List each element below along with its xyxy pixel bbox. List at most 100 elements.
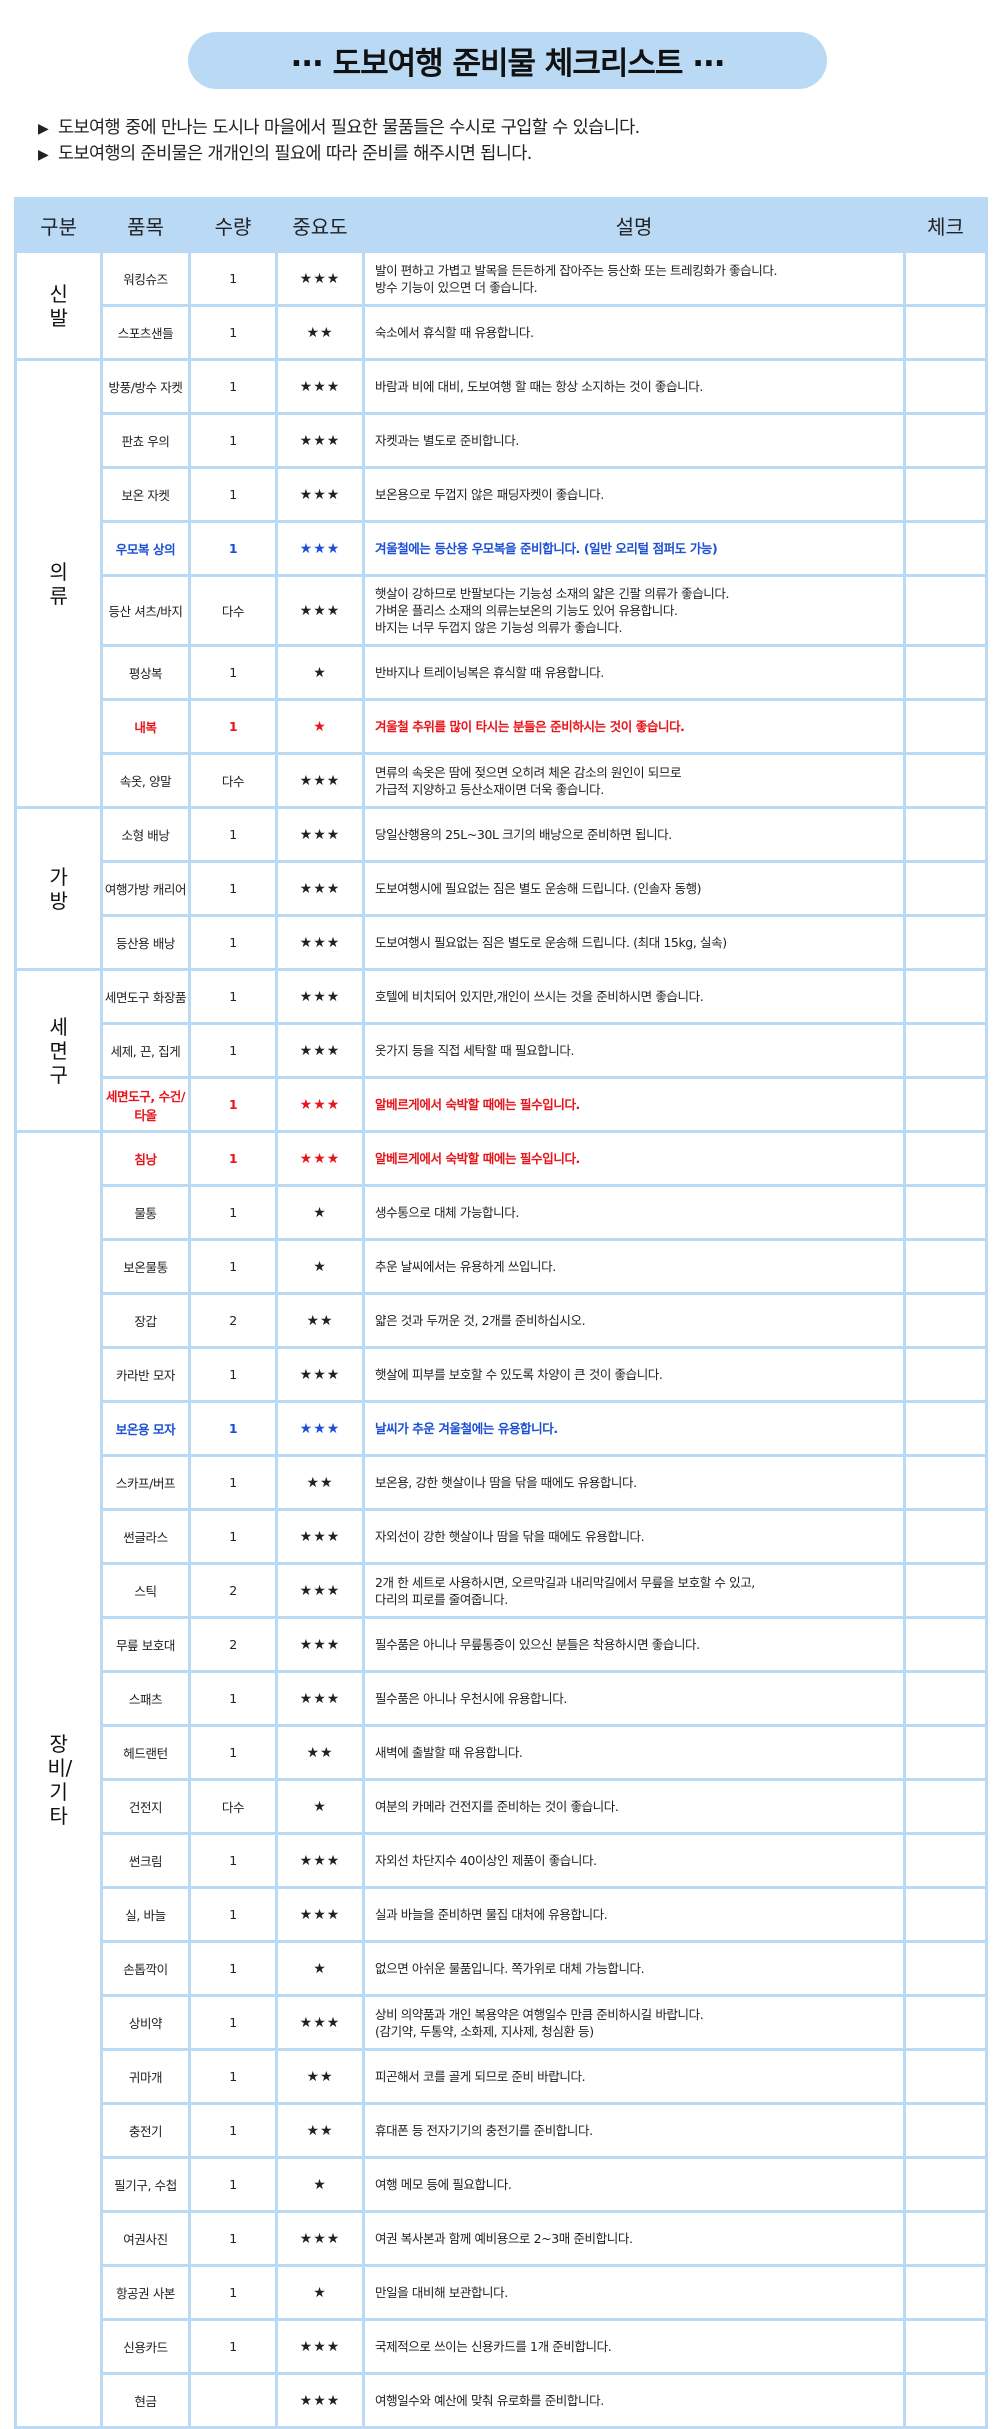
importance-stars: ★★★ — [278, 1079, 362, 1130]
description-cell: 자외선 차단지수 40이상인 제품이 좋습니다. — [365, 1835, 903, 1886]
check-cell[interactable] — [906, 2321, 985, 2372]
description-cell: 국제적으로 쓰이는 신용카드를 1개 준비합니다. — [365, 2321, 903, 2372]
table-row: 내복 1 ★ 겨울철 추위를 많이 타시는 분들은 준비하시는 것이 좋습니다. — [17, 701, 985, 752]
importance-stars: ★ — [278, 1943, 362, 1994]
check-cell[interactable] — [906, 701, 985, 752]
quantity-cell: 1 — [191, 1187, 275, 1238]
check-cell[interactable] — [906, 647, 985, 698]
description-cell: 햇살이 강하므로 반팔보다는 기능성 소재의 얇은 긴팔 의류가 좋습니다. 가… — [365, 577, 903, 644]
importance-stars: ★★ — [278, 307, 362, 358]
check-cell[interactable] — [906, 1133, 985, 1184]
check-cell[interactable] — [906, 1025, 985, 1076]
check-cell[interactable] — [906, 2105, 985, 2156]
check-cell[interactable] — [906, 1241, 985, 1292]
check-cell[interactable] — [906, 1835, 985, 1886]
item-cell: 방풍/방수 자켓 — [103, 361, 188, 412]
check-cell[interactable] — [906, 1403, 985, 1454]
item-cell: 내복 — [103, 701, 188, 752]
triangle-bullet-icon: ▶ — [38, 121, 49, 137]
header-description: 설명 — [365, 200, 903, 250]
description-cell: 상비 의약품과 개인 복용약은 여행일수 만큼 준비하시길 바랍니다. (감기약… — [365, 1997, 903, 2048]
check-cell[interactable] — [906, 2159, 985, 2210]
check-cell[interactable] — [906, 1781, 985, 1832]
check-cell[interactable] — [906, 755, 985, 806]
quantity-cell: 1 — [191, 1997, 275, 2048]
table-row: 세면도구, 수건/타올 1 ★★★ 알베르게에서 숙박할 때에는 필수입니다. — [17, 1079, 985, 1130]
check-cell[interactable] — [906, 1997, 985, 2048]
table-row: 신발 워킹슈즈 1 ★★★ 발이 편하고 가볍고 발목을 든든하게 잡아주는 등산화 또… — [17, 253, 985, 358]
table-row: 여권사진 1 ★★★ 여권 복사본과 함께 예비용으로 2~3매 준비합니다. — [17, 2213, 985, 2264]
description-cell: 2개 한 세트로 사용하시면, 오르막길과 내리막길에서 무릎을 보호할 수 있… — [365, 1565, 903, 1616]
check-cell[interactable] — [906, 809, 985, 860]
table-row: 속옷, 양말 다수 ★★★ 면류의 속옷은 땀에 젖으면 오히려 체온 감소의 원인이… — [17, 755, 985, 806]
quantity-cell: 1 — [191, 1403, 275, 1454]
importance-stars: ★★★ — [278, 415, 362, 466]
check-cell[interactable] — [906, 577, 985, 644]
item-cell: 등산 셔츠/바지 — [103, 577, 188, 644]
check-cell[interactable] — [906, 2051, 985, 2102]
check-cell[interactable] — [906, 1511, 985, 1562]
check-cell[interactable] — [906, 253, 985, 304]
check-cell[interactable] — [906, 1349, 985, 1400]
description-cell: 옷가지 등을 직접 세탁할 때 필요합니다. — [365, 1025, 903, 1076]
category-cell: 신발 — [17, 253, 100, 358]
check-cell[interactable] — [906, 1619, 985, 1670]
check-cell[interactable] — [906, 1673, 985, 1724]
check-cell[interactable] — [906, 2375, 985, 2426]
importance-stars: ★★ — [278, 1457, 362, 1508]
check-cell[interactable] — [906, 1889, 985, 1940]
check-cell[interactable] — [906, 361, 985, 412]
quantity-cell: 1 — [191, 1511, 275, 1562]
check-cell[interactable] — [906, 1457, 985, 1508]
check-cell[interactable] — [906, 1295, 985, 1346]
check-cell[interactable] — [906, 1187, 985, 1238]
importance-stars: ★★★ — [278, 1889, 362, 1940]
item-cell: 속옷, 양말 — [103, 755, 188, 806]
quantity-cell: 1 — [191, 2105, 275, 2156]
check-cell[interactable] — [906, 523, 985, 574]
importance-stars: ★★ — [278, 1727, 362, 1778]
checklist-table: 구분 품목 수량 중요도 설명 체크 신발 워킹슈즈 1 ★★★ 발이 편하고 가볍고 … — [14, 197, 988, 2429]
check-cell[interactable] — [906, 415, 985, 466]
table-row: 충전기 1 ★★ 휴대폰 등 전자기기의 충전기를 준비합니다. — [17, 2105, 985, 2156]
quantity-cell: 1 — [191, 1727, 275, 1778]
check-cell[interactable] — [906, 2213, 985, 2264]
quantity-cell: 1 — [191, 2213, 275, 2264]
note-item: ▶ 도보여행의 준비물은 개개인의 필요에 따라 준비를 해주시면 됩니다. — [38, 142, 640, 168]
check-cell[interactable] — [906, 971, 985, 1022]
check-cell[interactable] — [906, 1565, 985, 1616]
table-row: 무릎 보호대 2 ★★★ 필수품은 아니나 무릎통증이 있으신 분들은 착용하시면 좋… — [17, 1619, 985, 1670]
category-cell: 세면구 — [17, 971, 100, 1130]
check-cell[interactable] — [906, 307, 985, 358]
description-cell: 도보여행시에 필요없는 짐은 별도 운송해 드립니다. (인솔자 동행) — [365, 863, 903, 914]
table-row: 스카프/버프 1 ★★ 보온용, 강한 햇살이나 땀을 닦을 때에도 유용합니다. — [17, 1457, 985, 1508]
item-cell: 항공권 사본 — [103, 2267, 188, 2318]
check-cell[interactable] — [906, 1079, 985, 1130]
quantity-cell: 1 — [191, 1079, 275, 1130]
importance-stars: ★★★ — [278, 1997, 362, 2048]
note-text: 도보여행의 준비물은 개개인의 필요에 따라 준비를 해주시면 됩니다. — [58, 144, 532, 164]
importance-stars: ★ — [278, 2159, 362, 2210]
table-row: 물통 1 ★ 생수통으로 대체 가능합니다. — [17, 1187, 985, 1238]
category-label: 의류 — [49, 559, 68, 608]
importance-stars: ★★★ — [278, 2213, 362, 2264]
importance-stars: ★★★ — [278, 1565, 362, 1616]
check-cell[interactable] — [906, 2267, 985, 2318]
quantity-cell: 1 — [191, 2321, 275, 2372]
item-cell: 보온물통 — [103, 1241, 188, 1292]
table-row: 등산용 배낭 1 ★★★ 도보여행시 필요없는 짐은 별도로 운송해 드립니다. (최… — [17, 917, 985, 968]
quantity-cell: 1 — [191, 2267, 275, 2318]
item-cell: 평상복 — [103, 647, 188, 698]
check-cell[interactable] — [906, 1727, 985, 1778]
check-cell[interactable] — [906, 917, 985, 968]
quantity-cell: 1 — [191, 415, 275, 466]
item-cell: 썬크림 — [103, 1835, 188, 1886]
check-cell[interactable] — [906, 469, 985, 520]
check-cell[interactable] — [906, 863, 985, 914]
quantity-cell: 1 — [191, 469, 275, 520]
check-cell[interactable] — [906, 1943, 985, 1994]
description-cell: 반바지나 트레이닝복은 휴식할 때 유용합니다. — [365, 647, 903, 698]
note-item: ▶ 도보여행 중에 만나는 도시나 마을에서 필요한 물품들은 수시로 구입할 수… — [38, 116, 640, 142]
description-cell: 겨울철에는 등산용 우모복을 준비합니다. (일반 오리털 점퍼도 가능) — [365, 523, 903, 574]
table-row: 카라반 모자 1 ★★★ 햇살에 피부를 보호할 수 있도록 차양이 큰 것이 좋습니… — [17, 1349, 985, 1400]
